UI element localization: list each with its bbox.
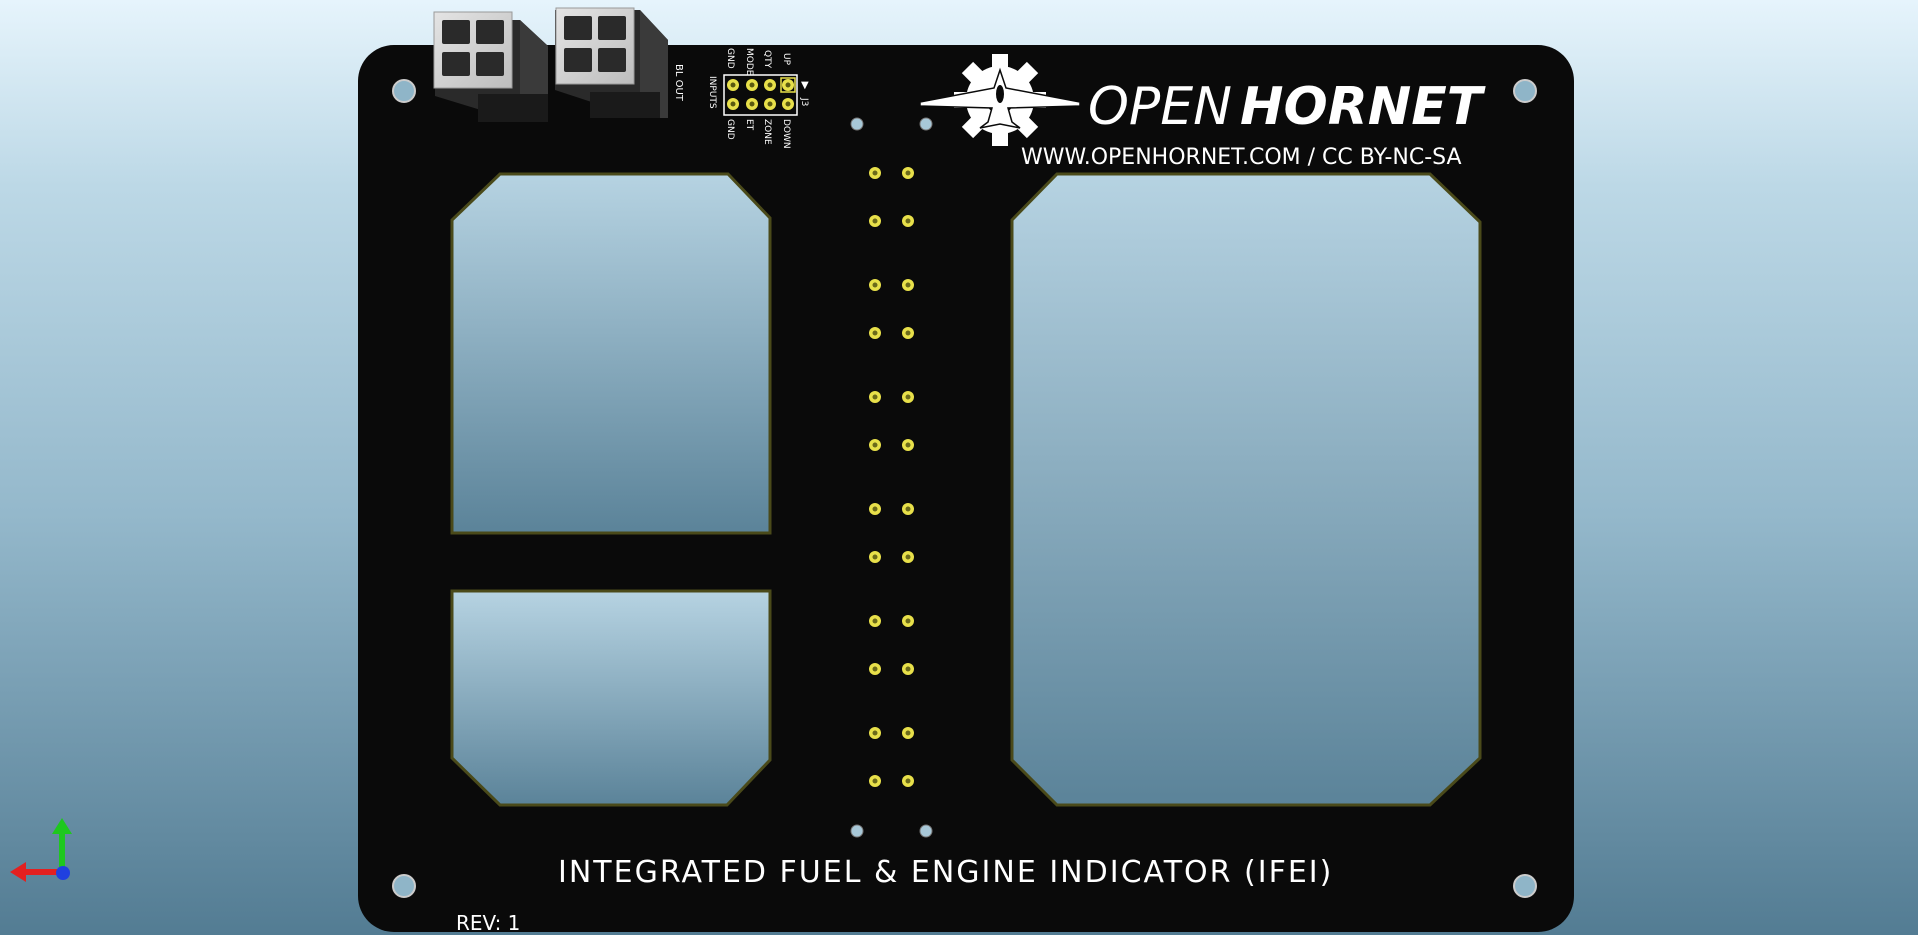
- led-pad-hole: [905, 330, 911, 336]
- header-pin-hole: [785, 101, 791, 107]
- led-pad-hole: [872, 442, 878, 448]
- led-pad-hole: [905, 282, 911, 288]
- mounting-holes: [392, 79, 1537, 898]
- led-pad-hole: [905, 442, 911, 448]
- header-pin1-marker: ▼: [801, 80, 809, 91]
- mounting-hole-bottom-right: [1513, 874, 1537, 898]
- led-pad-hole: [905, 506, 911, 512]
- header-pin-hole: [767, 101, 773, 107]
- mounting-hole-top-left: [392, 79, 416, 103]
- pin-label-gnd-left: GND: [725, 48, 735, 69]
- pin-label-et: ET: [744, 119, 754, 131]
- via-hole: [850, 824, 864, 838]
- led-pad-hole: [872, 554, 878, 560]
- led-pad-hole: [872, 282, 878, 288]
- pin-label-gnd-right: GND: [725, 119, 735, 140]
- header-pin1-square: [780, 77, 796, 93]
- led-pad-hole: [905, 554, 911, 560]
- j3-pin-header: J3 ▼ UP QTY MODE GND DOWN ZONE ET GND IN…: [707, 48, 809, 149]
- board-title: INTEGRATED FUEL & ENGINE INDICATOR (IFEI…: [558, 855, 1333, 890]
- logo-hornet-text: HORNET: [1240, 77, 1486, 137]
- led-pad-hole: [872, 730, 878, 736]
- led-pad-hole: [872, 506, 878, 512]
- header-group-label: INPUTS: [707, 76, 717, 109]
- molex-connector-icon[interactable]: [433, 11, 548, 122]
- header-pin-labels-left: UP QTY MODE GND: [725, 48, 791, 76]
- led-pad-hole: [905, 618, 911, 624]
- mounting-hole-bottom-left: [392, 874, 416, 898]
- via-hole: [919, 117, 933, 131]
- header-pin-hole: [785, 82, 791, 88]
- led-pad-hole: [872, 170, 878, 176]
- logo-open-text: OPEN: [1088, 77, 1232, 137]
- led-pad-column: [869, 167, 914, 787]
- pin-label-zone: ZONE: [762, 119, 772, 145]
- pin-label-up: UP: [781, 53, 791, 66]
- header-pin-labels-right: DOWN ZONE ET GND: [725, 119, 791, 149]
- display-cutout-right: [1010, 172, 1482, 807]
- led-pad-hole: [872, 394, 878, 400]
- led-pad-hole: [905, 394, 911, 400]
- led-pad-hole: [872, 666, 878, 672]
- header-pin-hole: [749, 82, 755, 88]
- header-pin-hole: [749, 101, 755, 107]
- header-ref-label: J3: [799, 97, 809, 106]
- connector-label: BL OUT: [673, 64, 684, 102]
- display-cutout-bottom-left: [450, 589, 772, 807]
- via-hole: [919, 824, 933, 838]
- mounting-hole-top-right: [1513, 79, 1537, 103]
- header-pin-hole: [730, 101, 736, 107]
- led-pad-hole: [905, 730, 911, 736]
- pin-label-mode: MODE: [744, 48, 754, 76]
- led-pad-hole: [905, 218, 911, 224]
- via-holes: [850, 117, 933, 838]
- pcb-board[interactable]: BL OUT J3 ▼ UP QTY MODE GND DOWN ZONE ET…: [358, 7, 1574, 935]
- display-cutout-top-left: [450, 172, 772, 535]
- led-pad-hole: [872, 330, 878, 336]
- pin-label-qty: QTY: [762, 50, 772, 69]
- led-pad-hole: [872, 218, 878, 224]
- board-revision: REV: 1: [456, 911, 520, 935]
- pin-label-down: DOWN: [781, 119, 791, 149]
- website-license-text: WWW.OPENHORNET.COM / CC BY-NC-SA: [1021, 145, 1462, 170]
- led-pad-hole: [872, 778, 878, 784]
- led-pad-hole: [905, 170, 911, 176]
- header-pin-hole: [730, 82, 736, 88]
- via-hole: [850, 117, 864, 131]
- header-pin-hole: [767, 82, 773, 88]
- led-pad-hole: [872, 618, 878, 624]
- led-pad-hole: [905, 778, 911, 784]
- axis-gizmo-icon[interactable]: [8, 818, 78, 890]
- molex-connector-icon[interactable]: [555, 7, 668, 118]
- led-pad-hole: [905, 666, 911, 672]
